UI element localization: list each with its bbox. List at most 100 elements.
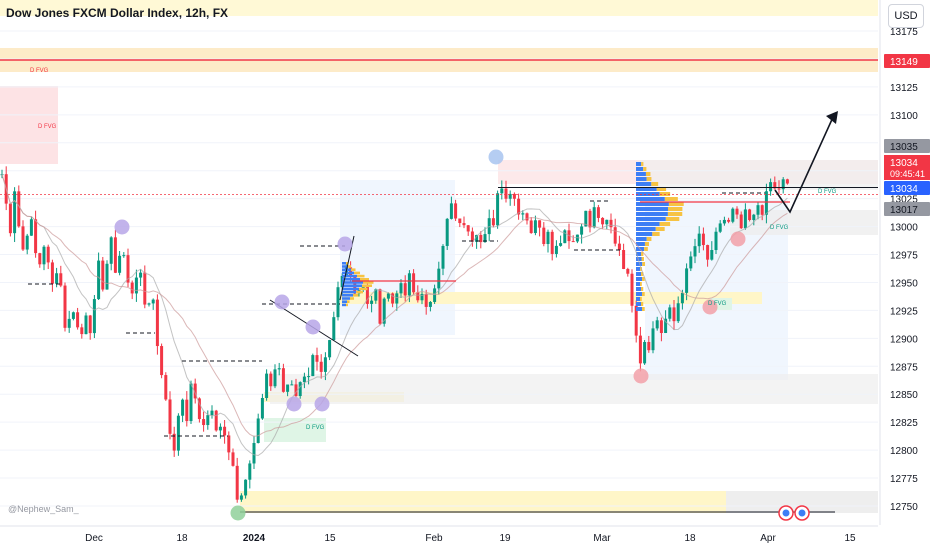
x-tick-label: Apr	[760, 533, 776, 544]
candle-body	[391, 293, 395, 304]
swing-point-circle	[488, 149, 504, 165]
y-tick-label: 12850	[890, 390, 918, 401]
candle-body	[424, 293, 428, 307]
candle-body	[630, 273, 634, 306]
mar-volume-bar	[642, 262, 646, 266]
candle-body	[139, 272, 143, 278]
y-tick-label: 12750	[890, 502, 918, 513]
candle-body	[647, 341, 651, 351]
candle-body	[370, 300, 374, 304]
candle-body	[71, 312, 75, 319]
candle-body	[349, 267, 353, 276]
swing-point-circle	[337, 236, 353, 252]
candle-body	[63, 285, 67, 328]
candle-body	[67, 318, 71, 328]
overlays-layer: D FVG D FVG D FVG D FVG D FVG D FVG	[0, 59, 878, 521]
jan-volume-bar	[362, 284, 372, 287]
jan-volume-bar	[347, 300, 350, 303]
candle-body	[777, 188, 781, 190]
jan-volume-bar	[342, 265, 348, 268]
mar-volume-bar	[659, 222, 671, 226]
resist-bottom-price-label-bg	[884, 202, 930, 216]
y-tick-label: 12800	[890, 446, 918, 457]
candle-body	[34, 219, 38, 254]
candle-body	[101, 260, 105, 290]
candle-body	[105, 263, 109, 290]
candle-body	[529, 220, 533, 234]
swing-point-circle	[230, 505, 246, 521]
candle-body	[626, 268, 630, 274]
jan-volume-bar	[342, 303, 346, 307]
candle-body	[710, 250, 714, 260]
mar-volume-bar	[640, 297, 642, 301]
candle-body	[189, 383, 193, 422]
candle-body	[634, 305, 638, 336]
candle-body	[475, 234, 479, 242]
jan-volume-bar	[342, 262, 346, 265]
jan-volume-bar	[342, 290, 356, 294]
currency-button[interactable]: USD	[888, 4, 924, 28]
mar-volume-bar	[636, 272, 642, 276]
candle-body	[664, 318, 668, 334]
mar-volume-bar	[636, 302, 641, 306]
candle-body	[164, 375, 168, 400]
candle-body	[727, 219, 731, 222]
candle-body	[265, 373, 269, 398]
candle-body	[466, 225, 470, 232]
candle-body	[580, 226, 584, 235]
candle-body	[76, 312, 80, 328]
bottom-yellow-zone	[240, 491, 726, 513]
candle-body	[244, 479, 248, 496]
candle-body	[483, 234, 487, 243]
candle-body	[231, 452, 235, 466]
jan-volume-bar	[348, 265, 351, 268]
jan-volume-bar	[342, 274, 357, 278]
candle-body	[361, 285, 365, 290]
candle-body	[168, 399, 172, 434]
mar-volume-bar	[636, 242, 645, 246]
mar-volume-bar	[642, 292, 645, 296]
fvg-label: D FVG	[306, 425, 325, 431]
candle-body	[601, 217, 605, 225]
candle-body	[21, 226, 25, 250]
projection-path	[774, 114, 835, 214]
resist-gray-zone	[640, 160, 878, 190]
candle-body	[651, 328, 655, 351]
candle-body	[59, 273, 63, 286]
jan-volume-bar	[363, 281, 374, 284]
candle-body	[706, 245, 710, 260]
candle-body	[693, 246, 697, 257]
mar-volume-bar	[668, 207, 683, 211]
mar-volume-bar	[636, 257, 642, 261]
candle-body	[386, 293, 390, 299]
candle-body	[764, 191, 768, 215]
mar-volume-bar	[641, 162, 644, 166]
candle-body	[433, 288, 437, 302]
mar-volume-bar	[636, 182, 652, 186]
mar-volume-bar	[665, 217, 680, 221]
candle-body	[491, 218, 495, 226]
candle-body	[374, 289, 378, 301]
candle-body	[46, 246, 50, 263]
mar-volume-bar	[636, 282, 641, 286]
jan-volume-bar	[359, 287, 368, 291]
candle-body	[722, 219, 726, 224]
mar-volume-bar	[641, 287, 644, 291]
candle-body	[714, 231, 718, 251]
mar-volume-bar	[636, 232, 653, 236]
x-tick-label: Feb	[425, 533, 443, 544]
left-fvg-zone	[0, 86, 58, 164]
fvg-label: D FVG	[38, 124, 57, 130]
candle-body	[130, 282, 134, 294]
candle-body	[281, 368, 285, 392]
candle-body	[592, 207, 596, 228]
chart-title: Dow Jones FXCM Dollar Index, 12h, FX	[6, 6, 229, 20]
x-tick-label: 19	[499, 533, 511, 544]
candle-body	[323, 357, 327, 372]
resist-top-price-label: 13035	[890, 142, 918, 153]
candle-body	[286, 384, 290, 392]
candle-body	[328, 340, 332, 358]
candle-body	[685, 268, 689, 293]
fvg-label: D FVG	[30, 68, 49, 74]
